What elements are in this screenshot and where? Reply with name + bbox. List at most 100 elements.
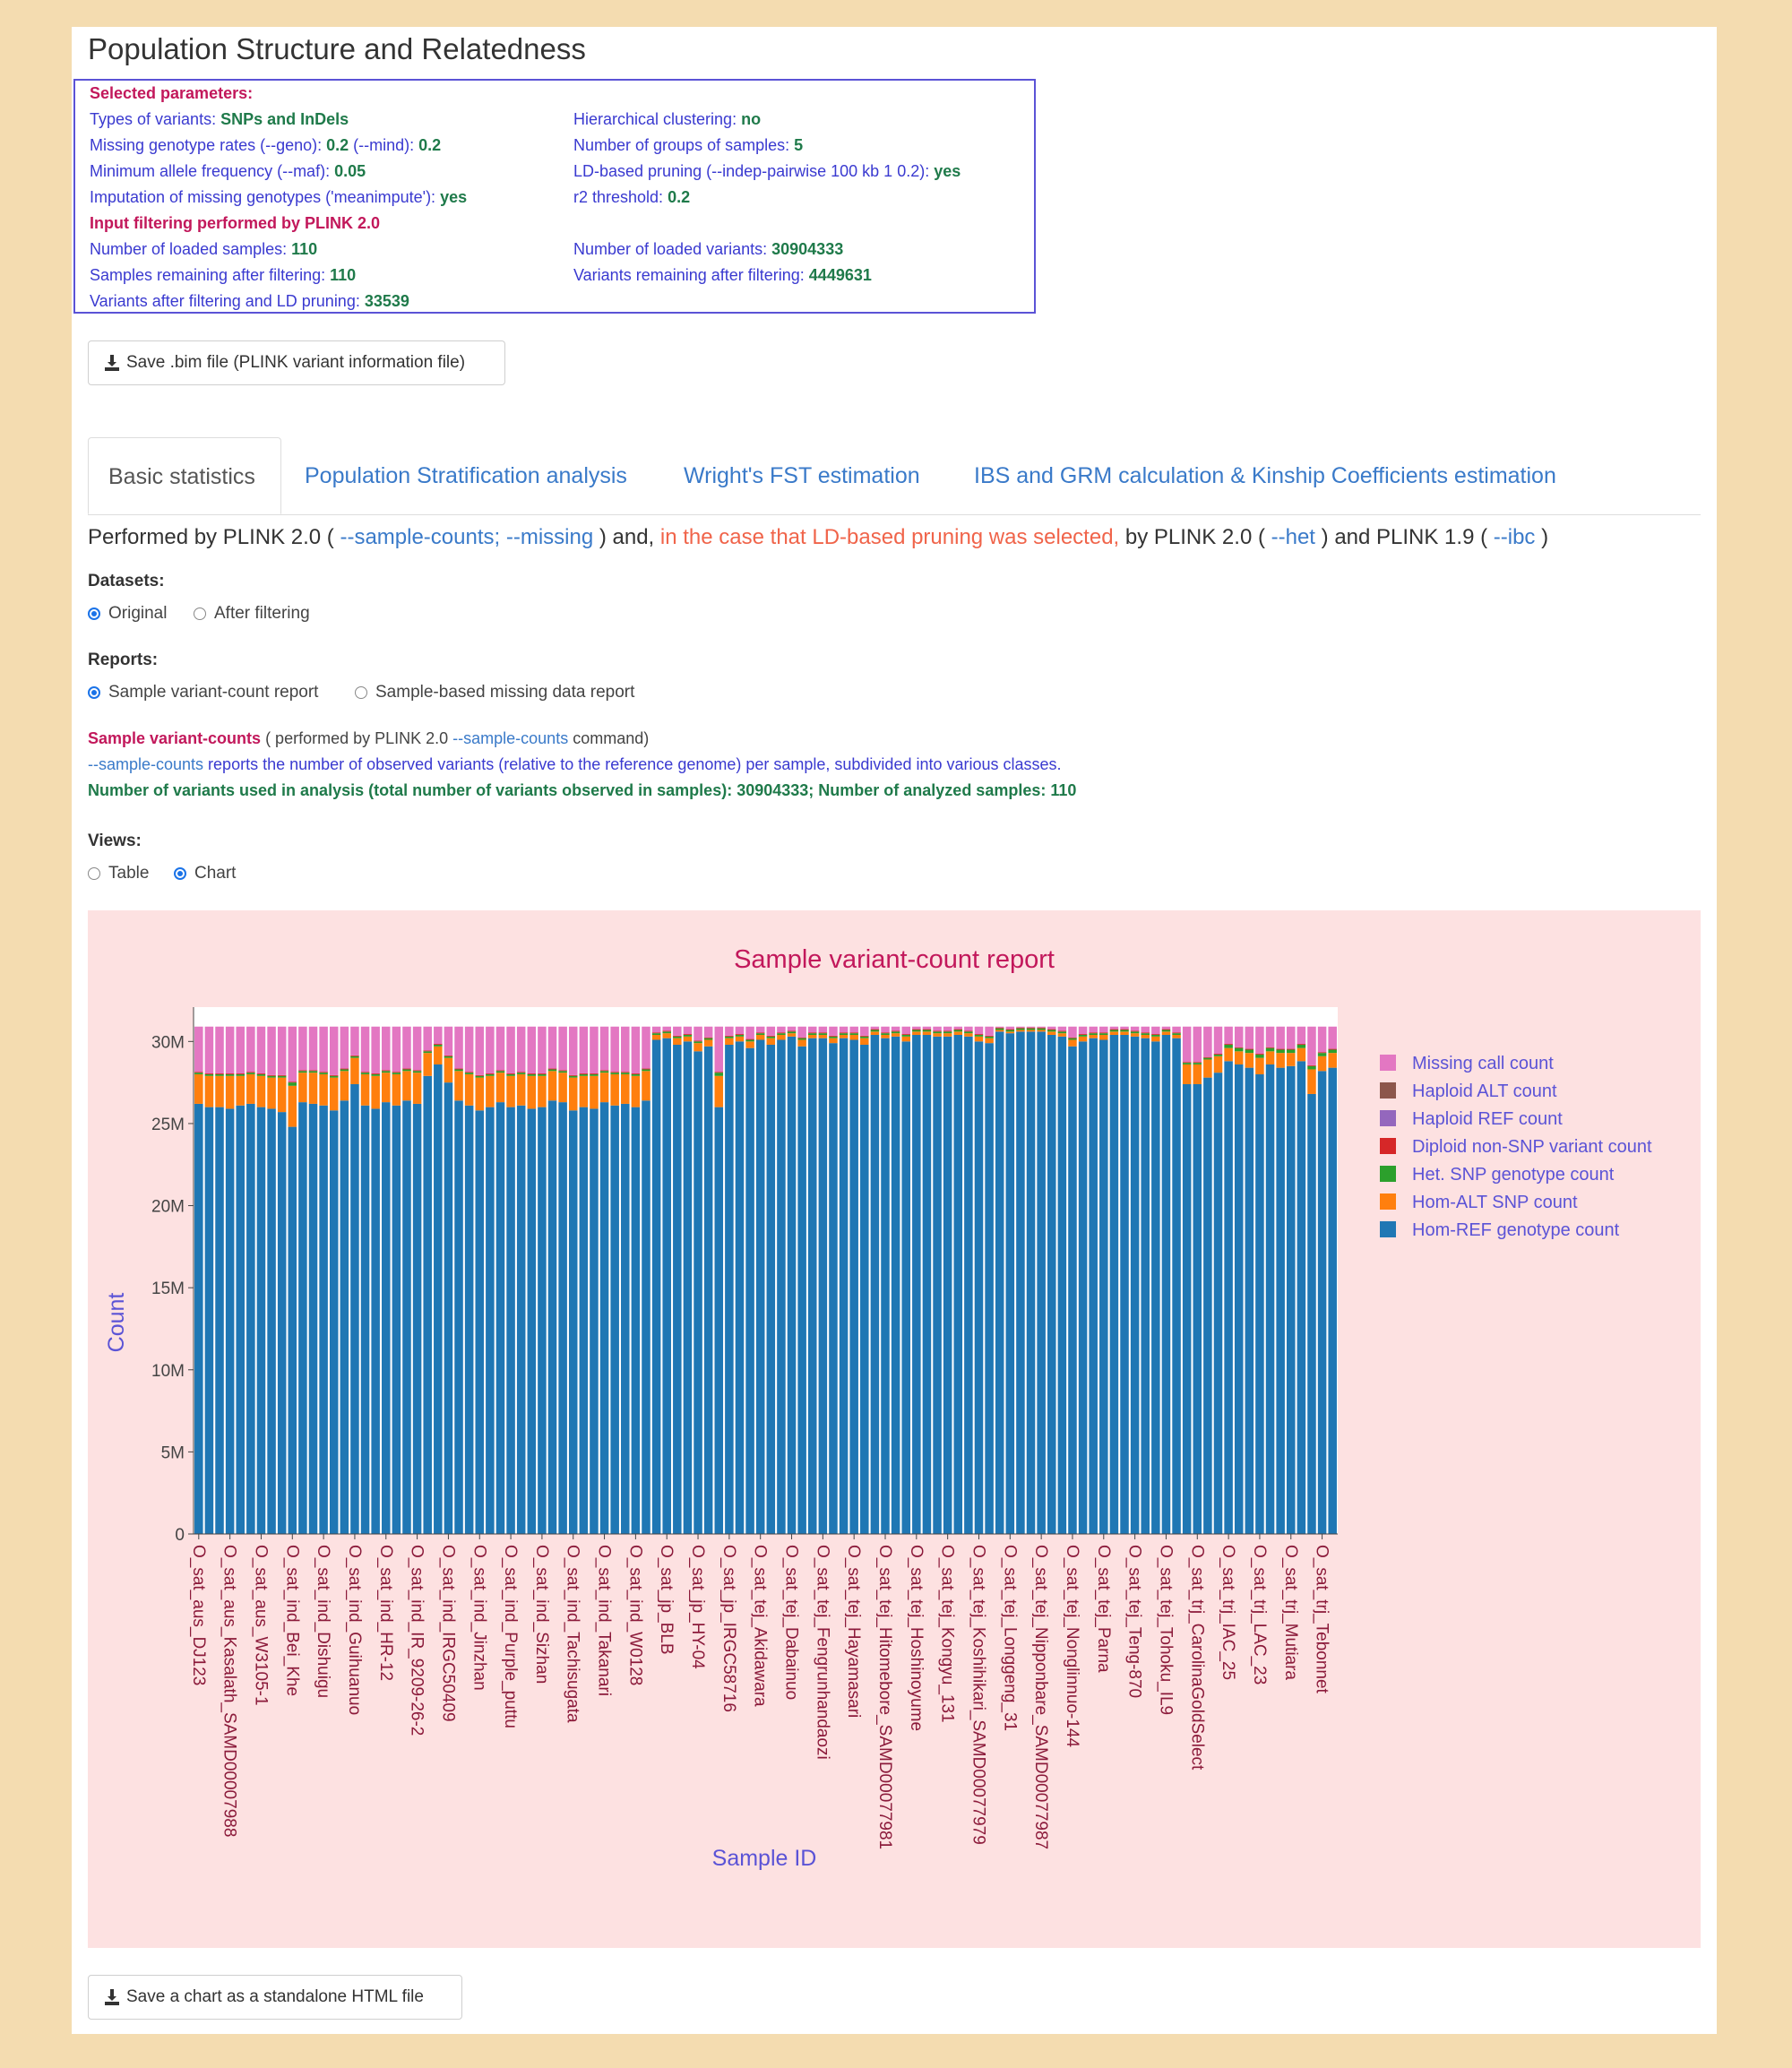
- bar-segment: [662, 1030, 671, 1032]
- x-tick-label: O_sat_aus_Kasalath_SAMD00007988: [220, 1545, 239, 1837]
- x-tick-label: O_sat_ind_IRGC50409: [438, 1545, 457, 1722]
- legend-label[interactable]: Hom-REF genotype count: [1412, 1220, 1620, 1240]
- bar-segment: [912, 1030, 921, 1032]
- bar-segment: [860, 1044, 869, 1534]
- legend-label[interactable]: Missing call count: [1412, 1054, 1554, 1073]
- bar-segment: [1109, 1034, 1119, 1534]
- bar-segment: [360, 1073, 370, 1106]
- radio-table[interactable]: Table: [88, 864, 149, 883]
- bar-segment: [745, 1039, 754, 1042]
- tab-ibs-grm-kinship[interactable]: IBS and GRM calculation & Kinship Coeffi…: [974, 463, 1556, 488]
- bar-segment: [610, 1073, 619, 1106]
- bar-segment: [267, 1077, 276, 1109]
- bar-segment: [1328, 1049, 1337, 1054]
- bar-segment: [1037, 1030, 1046, 1032]
- bar-segment: [298, 1026, 307, 1071]
- bar-segment: [777, 1026, 786, 1033]
- bar-segment: [194, 1072, 203, 1073]
- legend-label[interactable]: Diploid non-SNP variant count: [1412, 1137, 1652, 1157]
- bar-segment: [434, 1026, 443, 1045]
- bar-segment: [434, 1046, 443, 1064]
- save-chart-html-button[interactable]: Save a chart as a standalone HTML file: [88, 1975, 462, 2020]
- bar-segment: [777, 1032, 786, 1034]
- bar-segment: [454, 1026, 463, 1069]
- datasets-label: Datasets:: [88, 572, 165, 590]
- bar-segment: [1047, 1030, 1056, 1032]
- bar-segment: [516, 1073, 526, 1106]
- bar-segment: [558, 1070, 567, 1072]
- bar-segment: [215, 1073, 224, 1076]
- bar-segment: [1068, 1039, 1077, 1047]
- radio-chart[interactable]: Chart: [174, 864, 236, 883]
- bar-segment: [1297, 1061, 1306, 1534]
- legend-label[interactable]: Haploid REF count: [1412, 1109, 1563, 1129]
- bar-segment: [1245, 1053, 1254, 1068]
- legend-label[interactable]: Het. SNP genotype count: [1412, 1165, 1615, 1185]
- bar-segment: [516, 1072, 526, 1073]
- bar-segment: [454, 1071, 463, 1101]
- x-tick-label: O_sat_trj_CarolinaGoldSelect: [1187, 1545, 1206, 1771]
- bar-segment: [194, 1026, 203, 1073]
- bar-segment: [579, 1075, 589, 1107]
- x-tick-label: O_sat_tej_Fengrunhandaozi: [813, 1545, 831, 1760]
- legend-label[interactable]: Haploid ALT count: [1412, 1081, 1557, 1101]
- legend-swatch: [1380, 1082, 1396, 1099]
- bar-segment: [568, 1074, 578, 1076]
- bar-segment: [590, 1026, 599, 1074]
- bar-segment: [547, 1069, 557, 1072]
- x-tick-label: O_sat_ind_Guihuanuo: [345, 1545, 364, 1715]
- bar-segment: [1151, 1026, 1160, 1035]
- bar-segment: [434, 1064, 443, 1534]
- param-line: Hierarchical clustering: no: [573, 110, 762, 128]
- bar-segment: [547, 1068, 557, 1070]
- bar-segment: [714, 1075, 724, 1107]
- bar-segment: [1182, 1062, 1192, 1064]
- bar-segment: [1026, 1030, 1036, 1032]
- radio-sample-variant-count[interactable]: Sample variant-count report: [88, 683, 318, 702]
- bar-segment: [256, 1073, 266, 1076]
- bar-segment: [1193, 1063, 1202, 1064]
- tab-wrights-fst[interactable]: Wright's FST estimation: [684, 463, 920, 488]
- bar-segment: [1213, 1054, 1223, 1056]
- bar-segment: [755, 1032, 765, 1034]
- bar-segment: [829, 1026, 838, 1036]
- bar-segment: [807, 1032, 817, 1034]
- bar-segment: [204, 1026, 214, 1074]
- bar-segment: [486, 1107, 495, 1534]
- bar-segment: [922, 1031, 932, 1035]
- bar-segment: [1203, 1057, 1212, 1060]
- tab-basic-statistics[interactable]: Basic statistics: [88, 437, 281, 514]
- x-tick-label: O_sat_trj_LAC_23: [1250, 1545, 1269, 1685]
- bar-segment: [1161, 1034, 1171, 1534]
- legend-label[interactable]: Hom-ALT SNP count: [1412, 1193, 1578, 1212]
- bar-segment: [1224, 1044, 1233, 1048]
- radio-after-filtering[interactable]: After filtering: [194, 604, 310, 624]
- bar-segment: [1120, 1031, 1129, 1035]
- bar-segment: [621, 1072, 630, 1073]
- bar-segment: [516, 1073, 526, 1074]
- bar-segment: [703, 1039, 713, 1047]
- legend: Missing call count Haploid ALT count Haplo…: [1380, 1054, 1652, 1240]
- param-line: Minimum allele frequency (--maf): 0.05: [90, 162, 366, 180]
- bar-segment: [486, 1026, 495, 1074]
- bar-segment: [725, 1036, 734, 1038]
- tab-population-stratification[interactable]: Population Stratification analysis: [305, 463, 627, 488]
- bar-segment: [714, 1107, 724, 1534]
- bar-segment: [694, 1043, 702, 1052]
- bar-segment: [267, 1108, 276, 1534]
- bar-segment: [423, 1053, 432, 1076]
- x-tick-label: O_sat_aus_DJ123: [189, 1545, 208, 1685]
- bar-segment: [912, 1031, 921, 1035]
- bar-segment: [204, 1075, 214, 1107]
- bar-segment: [1182, 1063, 1192, 1064]
- performed-by-line: Performed by PLINK 2.0 ( --sample-counts…: [88, 525, 1549, 549]
- bar-segment: [891, 1026, 900, 1031]
- bar-segment: [651, 1026, 661, 1033]
- bar-segment: [1047, 1031, 1056, 1035]
- bar-segment: [985, 1026, 994, 1036]
- x-tick-label: O_sat_trj_Mutiara: [1281, 1545, 1300, 1680]
- save-bim-button[interactable]: Save .bim file (PLINK variant informatio…: [88, 340, 505, 385]
- bar-segment: [766, 1038, 776, 1045]
- radio-sample-missing-data[interactable]: Sample-based missing data report: [355, 683, 634, 702]
- radio-original[interactable]: Original: [88, 604, 167, 624]
